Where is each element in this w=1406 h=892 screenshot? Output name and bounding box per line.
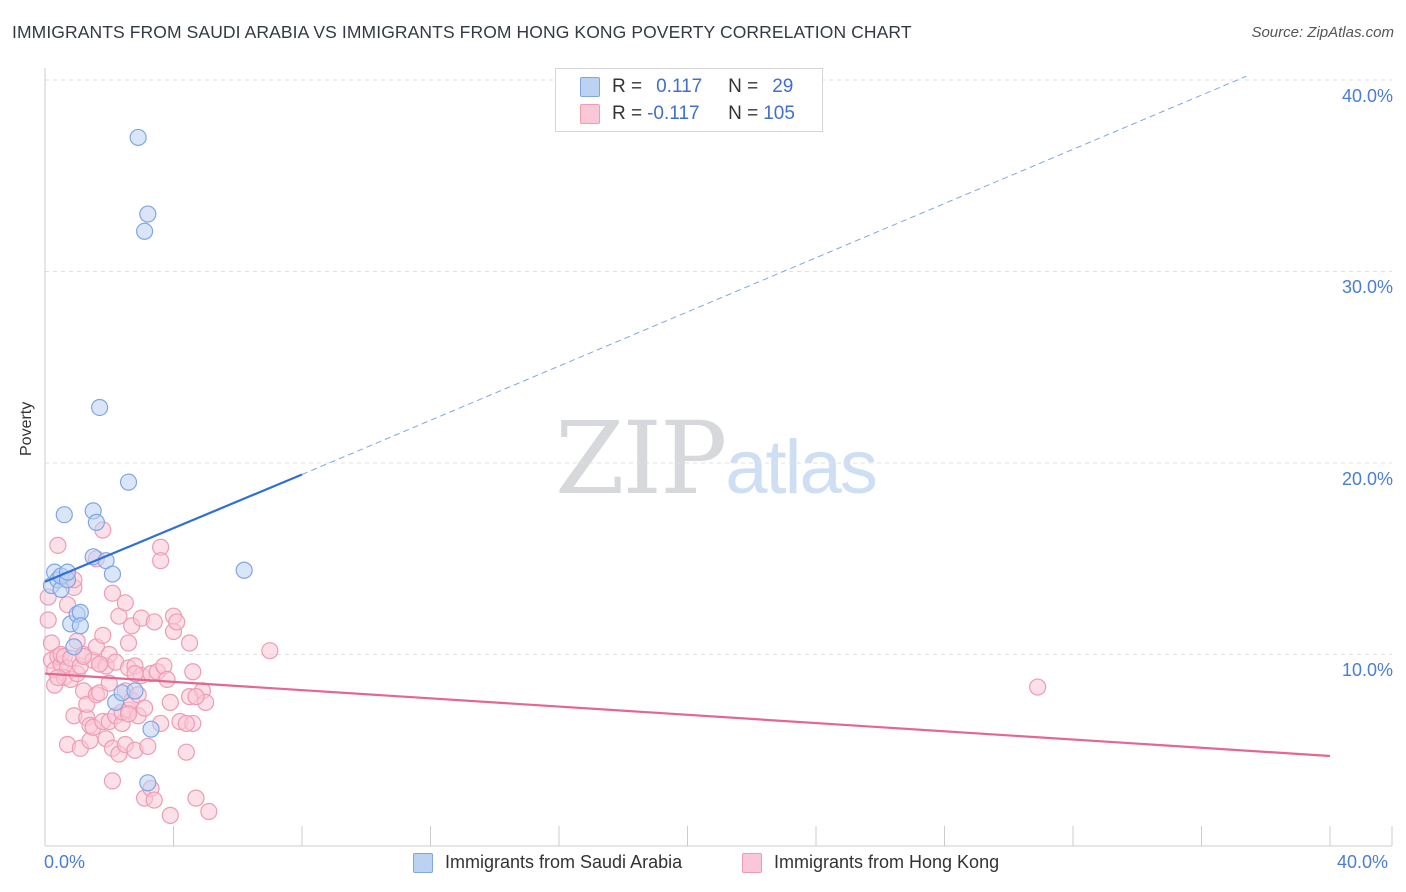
legend-r-value-saudi: 0.117 <box>656 76 703 97</box>
point-hk <box>39 611 57 629</box>
point-saudi <box>103 565 122 583</box>
point-hk <box>100 674 118 692</box>
point-saudi <box>142 720 160 738</box>
point-saudi <box>119 473 138 491</box>
watermark-atlas: atlas <box>725 425 878 510</box>
legend-n-value-saudi: 29 <box>772 76 794 97</box>
point-saudi <box>235 561 253 579</box>
point-saudi <box>87 513 106 531</box>
legend-n-value-hk: 105 <box>763 103 795 124</box>
y-tick-label-20: 20.0% <box>1341 469 1393 489</box>
x-tick-label-min: 0.0% <box>44 852 86 872</box>
chart-title: IMMIGRANTS FROM SAUDI ARABIA VS IMMIGRAN… <box>12 22 912 42</box>
point-saudi <box>65 638 83 656</box>
point-saudi <box>139 774 157 792</box>
point-saudi <box>91 398 109 417</box>
point-hk <box>161 693 179 711</box>
point-hk <box>187 789 205 807</box>
legend-item-hk: Immigrants from Hong Kong <box>742 852 999 873</box>
point-hk <box>145 613 163 631</box>
point-hk <box>1029 678 1047 696</box>
point-hk <box>139 737 157 756</box>
legend-r-label: R = <box>612 76 643 97</box>
legend-swatch-saudi <box>580 77 600 97</box>
trend-line-hk <box>44 672 1331 758</box>
point-saudi <box>71 617 89 635</box>
point-hk <box>94 626 112 644</box>
point-hk <box>145 791 163 809</box>
point-hk <box>135 699 154 717</box>
point-hk <box>161 806 179 824</box>
point-hk <box>184 663 202 681</box>
point-saudi <box>139 205 157 223</box>
point-hk <box>126 665 144 683</box>
point-hk <box>177 714 195 733</box>
y-axis-label: Poverty <box>18 401 35 456</box>
source-label: Source: ZipAtlas.com <box>1251 24 1394 41</box>
y-tick-label-30: 30.0% <box>1341 277 1393 297</box>
legend-n-label: N = <box>728 76 759 97</box>
legend-row-hk: R = -0.117 N = 105 <box>580 102 795 126</box>
point-saudi <box>129 128 147 147</box>
trend-line-dashed-saudi <box>301 75 1247 475</box>
point-hk <box>152 552 170 570</box>
watermark: ZIPatlas <box>555 400 878 517</box>
point-hk <box>91 655 109 673</box>
watermark-zip: ZIP <box>555 400 727 517</box>
point-saudi <box>135 222 154 240</box>
legend-label-saudi: Immigrants from Saudi Arabia <box>445 852 683 872</box>
point-hk <box>119 634 138 652</box>
point-saudi <box>55 506 73 524</box>
x-tick-label-max: 40.0% <box>1337 852 1389 872</box>
legend-r-value-hk: -0.117 <box>647 103 700 124</box>
legend-n-label: N = <box>728 103 759 124</box>
y-tick-label-40: 40.0% <box>1341 86 1393 106</box>
point-hk <box>49 536 67 554</box>
legend-item-saudi: Immigrants from Saudi Arabia <box>413 852 682 873</box>
point-hk <box>200 802 218 821</box>
legend-label-hk: Immigrants from Hong Kong <box>774 852 1000 872</box>
legend-swatch-hk <box>742 852 762 873</box>
point-hk <box>103 772 122 790</box>
point-hk <box>116 594 134 612</box>
point-hk <box>168 613 186 631</box>
point-hk <box>180 634 199 652</box>
point-hk <box>103 584 122 602</box>
point-hk <box>119 705 138 723</box>
point-hk <box>49 668 67 687</box>
legend-row-saudi: R = 0.117 N = 29 <box>580 75 793 99</box>
legend-r-label: R = <box>612 103 643 124</box>
point-saudi <box>126 682 144 700</box>
point-hk <box>177 743 195 761</box>
point-hk <box>158 670 176 688</box>
y-tick-label-10: 10.0% <box>1341 660 1393 680</box>
correlation-legend: R = 0.117 N = 29 R = -0.117 N = 105 <box>555 68 823 132</box>
legend-swatch-hk <box>580 104 600 124</box>
point-hk <box>187 688 205 706</box>
legend-swatch-saudi <box>413 852 433 873</box>
point-hk <box>261 642 279 660</box>
trend-line-saudi <box>44 473 303 583</box>
